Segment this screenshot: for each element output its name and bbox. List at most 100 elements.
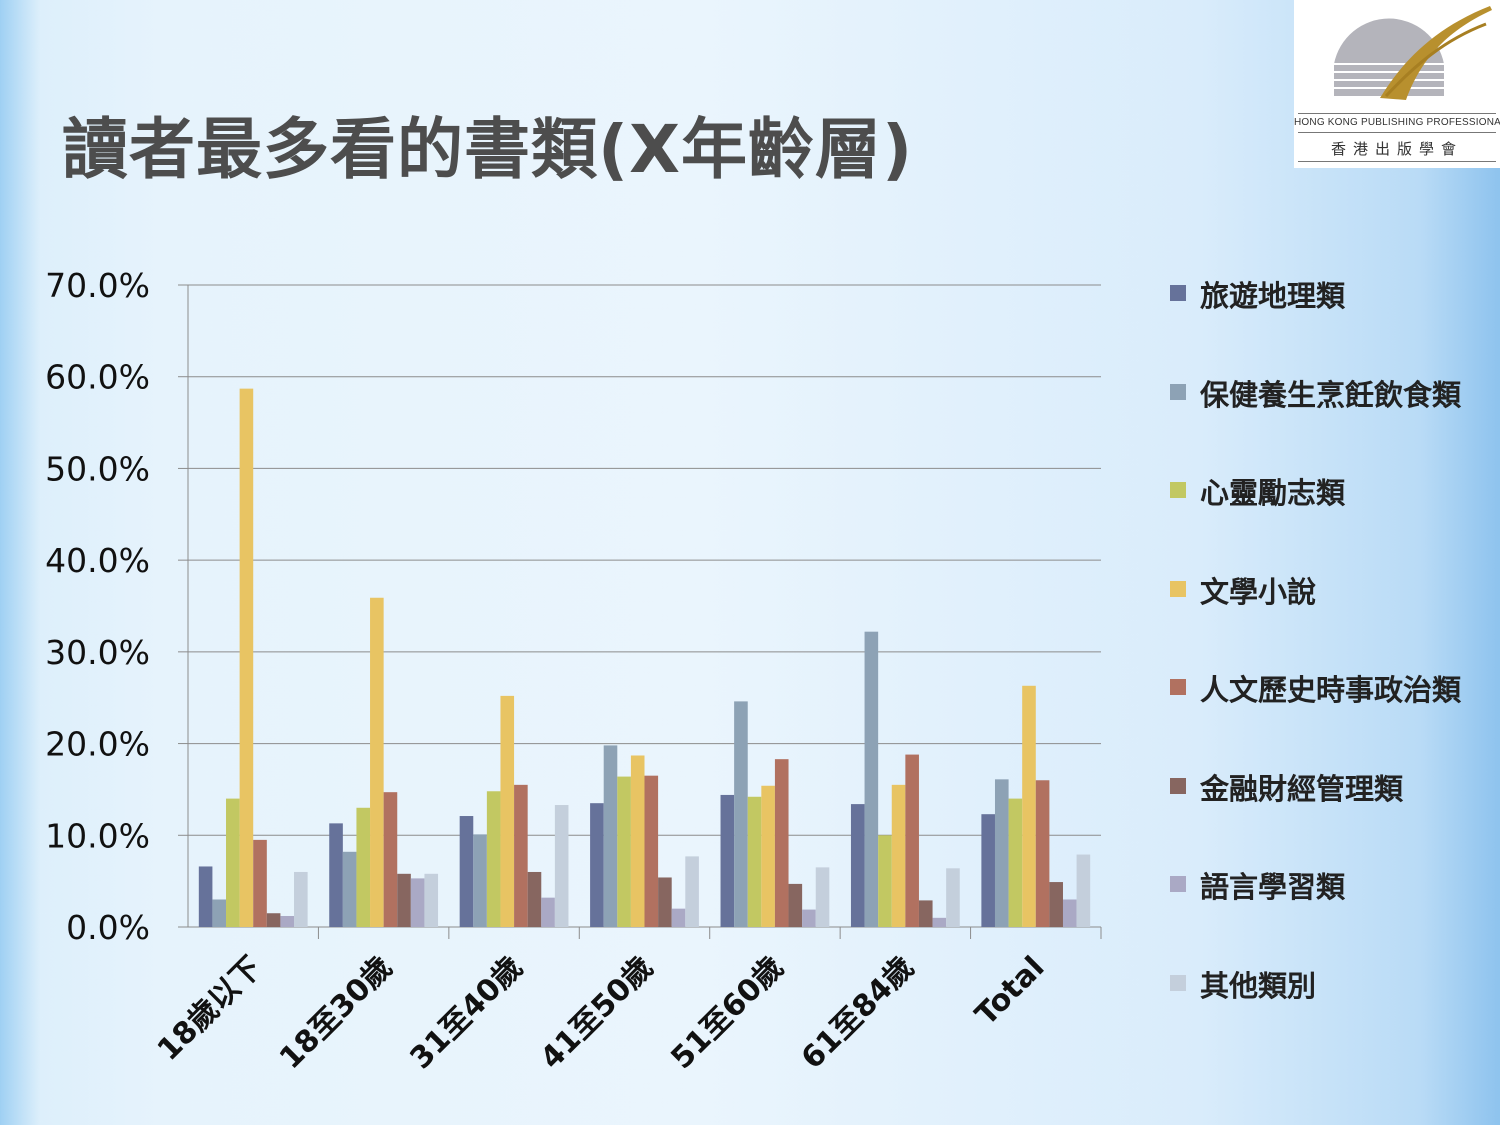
- y-tick-label: 50.0%: [45, 449, 150, 488]
- x-category-label: 41至50歲: [534, 950, 660, 1076]
- bar: [864, 631, 879, 927]
- legend-swatch: [1170, 876, 1186, 892]
- legend-swatch: [1170, 482, 1186, 498]
- bar: [212, 899, 227, 927]
- bar: [685, 856, 699, 927]
- legend-label: 人文歷史時事政治類: [1200, 673, 1462, 707]
- bar: [946, 868, 960, 927]
- bar: [554, 805, 569, 927]
- logo-rule-middle: [1298, 132, 1496, 133]
- logo-rule-bottom: [1298, 161, 1496, 162]
- bar: [342, 851, 357, 927]
- y-tick-label: 30.0%: [45, 633, 150, 672]
- legend-label: 旅遊地理類: [1200, 279, 1346, 313]
- legend-swatch: [1170, 777, 1186, 794]
- bar: [918, 900, 933, 927]
- x-axis-category-labels: 18歲以下 18至30歲 31至40歲 41至50歲 51至60歲 61至84歲 Total: [151, 950, 1051, 1076]
- bar: [473, 834, 487, 927]
- legend-swatch: [1170, 974, 1186, 991]
- legend-label: 其他類別: [1200, 968, 1317, 1003]
- bar: [720, 794, 735, 927]
- x-category-label: 61至84歲: [795, 950, 921, 1076]
- legend-label: 保健養生烹飪飲食類: [1200, 377, 1462, 412]
- bar: [198, 866, 213, 927]
- bar: [266, 913, 281, 927]
- bar: [630, 755, 645, 927]
- logo-org-en: HONG KONG PUBLISHING PROFESSIONALS SOCIE…: [1294, 117, 1500, 128]
- bar: [1062, 899, 1077, 927]
- legend-swatch: [1170, 679, 1186, 695]
- bar: [370, 597, 384, 927]
- y-axis-tick-labels: 0.0% 10.0% 20.0% 30.0% 40.0% 50.0% 60.0% 70.0%: [45, 266, 150, 947]
- bar: [617, 776, 631, 927]
- bar: [280, 915, 295, 927]
- bar: [788, 883, 803, 927]
- bar: [500, 695, 515, 927]
- legend-label: 金融財經管理類: [1200, 771, 1404, 806]
- y-tick-label: 70.0%: [45, 266, 150, 305]
- x-category-label: Total: [969, 950, 1052, 1033]
- bar: [397, 873, 411, 927]
- x-category-label: 31至40歲: [404, 950, 530, 1076]
- bar: [644, 775, 659, 927]
- legend-label: 心靈勵志類: [1200, 476, 1346, 510]
- logo-rule-top: [1298, 113, 1496, 114]
- x-category-label: 18至30歲: [273, 950, 399, 1076]
- y-tick-label: 60.0%: [45, 358, 150, 397]
- bar: [329, 823, 343, 927]
- bar: [932, 917, 947, 927]
- publisher-logo: HONG KONG PUBLISHING PROFESSIONALS SOCIE…: [1294, 0, 1500, 168]
- bar: [1049, 882, 1063, 927]
- bar: [527, 871, 542, 927]
- bar: [253, 839, 267, 927]
- legend-swatch: [1170, 580, 1186, 597]
- chart-bars: [198, 388, 1091, 927]
- bar: [1035, 780, 1050, 927]
- bar: [1008, 798, 1023, 927]
- chart-gridlines: [188, 284, 1101, 836]
- bar: [802, 909, 816, 927]
- bar: [590, 803, 604, 927]
- legend-label: 文學小說: [1200, 574, 1317, 609]
- bar: [383, 792, 398, 927]
- bar: [774, 759, 789, 927]
- slide-title: 讀者最多看的書類(X年齡層): [62, 111, 914, 188]
- bar: [905, 754, 919, 927]
- x-category-label: 18歲以下: [151, 950, 269, 1068]
- bar: [1076, 854, 1091, 927]
- bar: [850, 804, 865, 927]
- bar: [294, 871, 308, 927]
- bar: [994, 779, 1009, 927]
- legend-swatch: [1170, 383, 1186, 400]
- bar: [981, 814, 995, 927]
- bar: [671, 908, 686, 927]
- bar: [514, 784, 528, 927]
- bar-chart: 0.0%10.0%20.0%30.0%40.0%50.0%60.0%70.0% …: [45, 266, 1102, 1076]
- bar: [747, 796, 762, 927]
- logo-emblem-icon: [1334, 6, 1492, 100]
- bar: [239, 388, 254, 927]
- legend-label: 語言學習類: [1200, 870, 1346, 904]
- logo-org-zh: 香港出版學會: [1330, 140, 1463, 158]
- bar: [734, 701, 748, 927]
- x-category-label: 51至60歲: [664, 950, 790, 1076]
- legend-swatch: [1170, 285, 1186, 301]
- bar: [878, 835, 892, 927]
- bar: [410, 878, 425, 927]
- bar: [761, 785, 775, 927]
- bar: [891, 784, 906, 927]
- bar: [1022, 685, 1036, 927]
- bar: [486, 791, 501, 927]
- y-tick-label: 40.0%: [45, 541, 150, 580]
- bar: [815, 867, 830, 927]
- bar: [459, 816, 474, 927]
- bar: [603, 745, 618, 927]
- bar: [356, 807, 371, 927]
- bar: [541, 897, 555, 927]
- y-tick-label: 20.0%: [45, 725, 150, 764]
- bar: [658, 877, 672, 927]
- bar: [226, 798, 240, 927]
- y-tick-label: 10.0%: [45, 816, 150, 855]
- y-tick-label: 0.0%: [66, 908, 150, 947]
- bar: [424, 873, 439, 927]
